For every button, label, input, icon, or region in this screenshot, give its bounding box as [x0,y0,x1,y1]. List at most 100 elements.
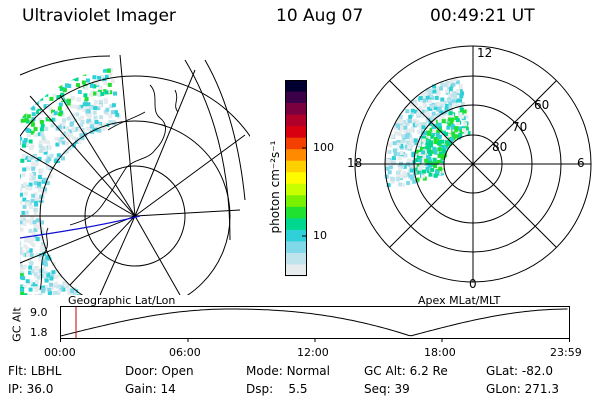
apex-polar-plot [354,45,592,283]
aurora-pixel [20,141,21,146]
aurora-pixel [409,164,414,169]
aurora-pixel [60,92,65,97]
aurora-pixel [113,91,117,96]
aurora-pixel [76,97,81,102]
aurora-pixel [47,287,52,292]
aurora-pixel [423,92,428,96]
aurora-pixel [7,246,11,250]
aurora-pixel [23,302,27,306]
aurora-pixel [20,273,24,278]
aurora-pixel [38,117,43,122]
aurora-pixel [406,181,411,185]
aurora-pixel [39,245,44,250]
aurora-pixel [82,102,87,107]
aurora-pixel [41,287,46,292]
aurora-pixel [30,144,35,149]
aurora-pixel [444,132,448,137]
colorbar-band [285,264,307,277]
status-gc-alt: GC Alt: 6.2 Re [364,364,448,378]
aurora-pixel [2,158,6,162]
aurora-pixel [428,140,433,145]
aurora-pixel [396,170,401,175]
aurora-pixel [397,156,402,161]
aurora-pixel [20,220,23,225]
aurora-pixel [66,136,71,140]
aurora-pixel [27,235,31,240]
aurora-pixel [7,234,11,238]
aurora-pixel [448,101,453,106]
aurora-pixel [79,122,84,127]
aurora-pixel [87,115,92,120]
aurora-pixel [11,235,15,239]
aurora-pixel [31,243,36,248]
aurora-pixel [96,124,101,129]
aurora-pixel [94,120,99,124]
aurora-pixel [458,112,463,117]
aurora-pixel [65,106,70,111]
aurora-pixel [9,254,13,258]
aurora-pixel [395,123,400,128]
aurora-pixel [44,92,49,97]
aurora-pixel [458,89,463,94]
aurora-pixel [420,113,425,118]
aurora-pixel [82,71,87,76]
aurora-pixel [30,269,35,274]
aurora-pixel [432,84,437,89]
aurora-pixel [3,260,7,264]
aurora-pixel [428,152,433,156]
mlt-label-6: 6 [577,156,585,170]
aurora-pixel [454,127,459,132]
aurora-pixel [387,170,392,175]
aurora-pixel [436,157,441,162]
aurora-pixel [455,118,460,122]
aurora-pixel [20,194,21,199]
aurora-pixel [415,119,420,124]
aurora-pixel [388,165,393,170]
aurora-pixel [424,109,429,114]
aurora-pixel [399,151,404,155]
aurora-pixel [449,107,454,112]
aurora-pixel [13,290,17,294]
aurora-pixel [0,287,4,291]
aurora-pixel [37,181,42,186]
aurora-pixel [448,105,453,110]
aurora-pixel [457,126,462,131]
aurora-pixel [448,111,453,116]
aurora-pixel [52,290,57,295]
aurora-pixel [2,252,6,256]
aurora-pixel [60,133,65,138]
aurora-pixel [61,156,65,161]
aurora-pixel [28,319,32,323]
aurora-pixel [22,140,27,145]
aurora-pixel [23,264,28,269]
aurora-pixel [25,219,29,224]
aurora-pixel [32,220,37,225]
aurora-pixel [5,279,9,283]
aurora-pixel [93,115,98,120]
aurora-pixel [437,125,442,130]
aurora-pixel [47,157,52,161]
aurora-pixel [34,274,39,279]
status-flt: Flt: LBHL [8,364,62,378]
aurora-pixel [440,82,445,87]
aurora-pixel [30,215,35,220]
aurora-pixel [35,100,40,105]
aurora-pixel [80,120,85,125]
aurora-pixel [419,136,424,141]
aurora-pixel [434,102,439,107]
aurora-pixel [92,84,97,89]
aurora-pixel [55,302,59,306]
aurora-pixel [420,98,424,103]
aurora-pixel [74,104,78,109]
aurora-pixel [76,105,81,109]
aurora-pixel [403,128,408,133]
aurora-pixel [51,270,56,275]
aurora-pixel [20,288,24,292]
aurora-pixel [15,193,19,197]
aurora-pixel [23,293,28,295]
aurora-pixel [33,207,38,212]
aurora-pixel [428,161,433,166]
aurora-pixel [22,113,27,118]
aurora-pixel [29,261,34,266]
aurora-pixel [437,147,442,152]
